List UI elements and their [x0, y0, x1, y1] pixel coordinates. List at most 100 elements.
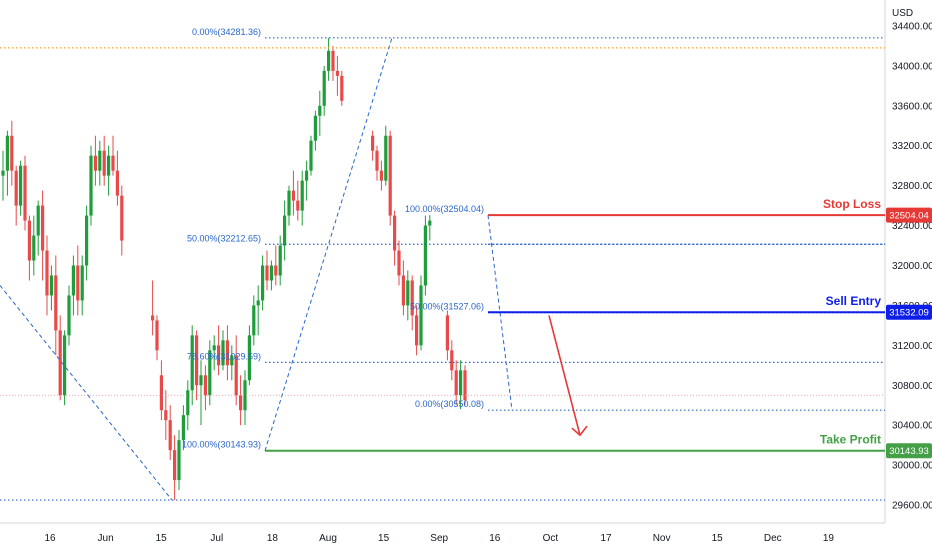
y-tick-label: 32800.00 — [892, 181, 932, 192]
price-tag — [886, 443, 932, 459]
candle-body — [164, 410, 168, 421]
candle-body — [388, 135, 392, 216]
candle-body — [217, 345, 221, 366]
candle-body — [419, 285, 423, 346]
candle-body — [313, 115, 317, 141]
candle-body — [291, 190, 295, 201]
candle-body — [340, 75, 344, 101]
candle-body — [76, 265, 80, 301]
candle-body — [1, 170, 5, 176]
currency-label: USD — [892, 8, 913, 19]
candle-body — [199, 375, 203, 386]
candle-body — [23, 165, 27, 221]
x-tick-label: Aug — [319, 533, 337, 544]
x-tick-label: Jul — [210, 533, 223, 544]
candle-body — [195, 335, 199, 386]
candle-body — [80, 265, 84, 301]
candle-body — [410, 280, 414, 316]
candle-body — [252, 305, 256, 336]
candle-body — [36, 205, 40, 236]
candle-body — [89, 155, 93, 216]
candle-body — [406, 280, 410, 306]
candle-body — [300, 180, 304, 211]
candle-body — [269, 265, 273, 281]
x-tick-label: Jun — [98, 533, 114, 544]
candle-body — [393, 215, 397, 251]
candle-body — [159, 375, 163, 411]
candle-body — [234, 355, 238, 396]
candle-body — [463, 370, 467, 401]
candle-body — [181, 415, 185, 441]
y-tick-label: 32000.00 — [892, 261, 932, 272]
price-tag — [886, 304, 932, 320]
x-tick-label: Sep — [430, 533, 448, 544]
candle-body — [239, 395, 243, 411]
candle-body — [305, 170, 309, 181]
x-tick-label: 15 — [378, 533, 390, 544]
fib-label: 0.00%(34281.36) — [192, 27, 261, 37]
candle-body — [168, 420, 172, 451]
candle-body — [331, 50, 335, 71]
candle-body — [384, 135, 388, 181]
candle-body — [186, 390, 190, 416]
candle-body — [14, 170, 18, 206]
candle-body — [283, 215, 287, 246]
candle-body — [261, 265, 265, 301]
candle-body — [247, 335, 251, 381]
y-tick-label: 30800.00 — [892, 381, 932, 392]
x-tick-label: 17 — [600, 533, 612, 544]
trend-line — [0, 285, 173, 501]
fib-label: 78.60%(31029.59) — [187, 351, 261, 361]
candle-body — [27, 220, 31, 261]
candle-body — [177, 440, 181, 481]
fib-label: 0.00%(30550.08) — [415, 399, 484, 409]
candle-body — [221, 340, 225, 366]
candle-body — [454, 370, 458, 396]
price-tag-label: 31532.09 — [889, 308, 929, 319]
candle-body — [111, 155, 115, 171]
candle-body — [401, 275, 405, 306]
candle-body — [322, 70, 326, 106]
candle-body — [115, 170, 119, 196]
candle-body — [296, 200, 300, 211]
projection-arrow — [548, 315, 581, 436]
y-tick-label: 34000.00 — [892, 61, 932, 72]
candle-body — [428, 220, 432, 226]
candle-body — [54, 275, 58, 331]
price-tag — [886, 207, 932, 223]
candle-body — [71, 265, 75, 296]
candle-body — [327, 50, 331, 71]
candle-body — [10, 135, 14, 171]
candle-body — [203, 375, 207, 396]
candle-body — [85, 215, 89, 266]
candle-body — [155, 320, 159, 351]
x-tick-label: Dec — [764, 533, 782, 544]
x-tick-label: 18 — [267, 533, 279, 544]
candle-body — [67, 295, 71, 336]
candle-body — [287, 190, 291, 216]
candle-body — [151, 315, 155, 321]
candle-body — [102, 150, 106, 176]
projection-arrowhead — [571, 425, 588, 437]
x-tick-label: Oct — [543, 533, 559, 544]
candle-body — [98, 150, 102, 171]
y-tick-label: 33600.00 — [892, 101, 932, 112]
y-tick-label: 31200.00 — [892, 341, 932, 352]
price-tag-label: 30143.93 — [889, 446, 929, 457]
candle-body — [379, 170, 383, 181]
candle-body — [49, 275, 53, 296]
x-tick-label: Nov — [653, 533, 671, 544]
y-tick-label: 30000.00 — [892, 461, 932, 472]
candle-body — [459, 370, 463, 396]
level-name: Take Profit — [820, 433, 881, 447]
fib-swing-line — [264, 37, 393, 451]
candle-body — [93, 155, 97, 171]
candle-body — [318, 105, 322, 116]
y-tick-label: 33200.00 — [892, 141, 932, 152]
x-tick-label: 16 — [44, 533, 56, 544]
candle-body — [173, 450, 177, 481]
x-tick-label: 16 — [489, 533, 501, 544]
y-tick-label: 34400.00 — [892, 21, 932, 32]
candle-body — [230, 355, 234, 366]
